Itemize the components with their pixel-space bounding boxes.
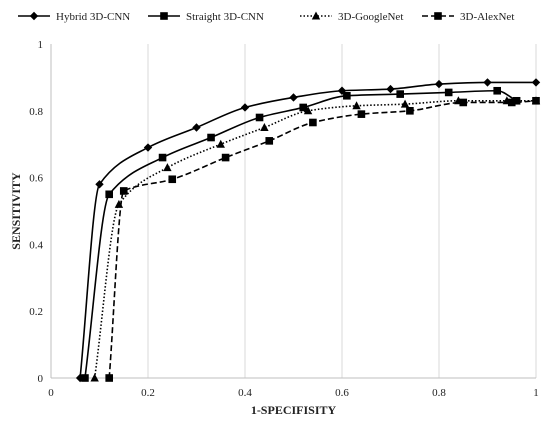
data-point (507, 98, 516, 107)
y-tick-label: 0.8 (29, 106, 43, 118)
data-point (207, 133, 215, 142)
data-point (81, 374, 89, 382)
x-tick-label: 0.6 (335, 387, 349, 399)
x-tick-label: 0.8 (432, 387, 446, 399)
series-line (108, 99, 537, 379)
legend-label: 3D-AlexNet (460, 11, 514, 23)
data-point (158, 153, 167, 162)
series-1 (81, 86, 521, 382)
axes (50, 44, 536, 379)
y-tick-label: 0.2 (29, 306, 43, 318)
legend-item: 3D-GoogleNet (300, 11, 403, 23)
legend-marker (434, 12, 442, 20)
legend-item: 3D-AlexNet (422, 11, 514, 23)
data-point (459, 98, 468, 107)
y-tick-label: 0 (38, 373, 44, 385)
data-point (143, 143, 153, 152)
data-point (168, 175, 177, 184)
data-point (309, 118, 317, 127)
data-point (493, 86, 501, 95)
series-line (93, 99, 536, 379)
x-tick-label: 0.4 (238, 387, 252, 399)
y-tick-label: 0.6 (29, 173, 43, 185)
series-group (75, 78, 541, 383)
y-tick-label: 1 (38, 39, 44, 51)
x-axis-title: 1-SPECIFISITY (251, 403, 337, 417)
legend-label: Hybrid 3D-CNN (56, 11, 130, 23)
data-point (105, 190, 113, 199)
data-point (95, 180, 104, 189)
x-tick-label: 0 (48, 387, 54, 399)
data-point (216, 139, 225, 148)
data-point (531, 78, 541, 87)
data-point (303, 106, 313, 115)
legend-marker (29, 11, 39, 21)
data-point (255, 113, 264, 122)
data-point (396, 90, 404, 98)
y-axis-title: SENSITIVITY (9, 172, 23, 250)
data-point (434, 79, 444, 89)
tick-labels: 0 0.2 0.4 0.6 0.8 1 0 0.2 0.4 0.6 0.8 1 (29, 39, 539, 399)
data-point (221, 153, 230, 162)
legend-marker (311, 11, 321, 20)
data-point (240, 103, 250, 112)
series-0 (75, 78, 541, 383)
data-point (386, 84, 395, 94)
data-point (357, 110, 366, 118)
data-point (299, 103, 307, 112)
legend-label: 3D-GoogleNet (338, 11, 403, 23)
data-point (352, 101, 361, 110)
data-point (260, 123, 269, 131)
legend-label: Straight 3D-CNN (186, 11, 264, 23)
data-point (75, 373, 85, 383)
legend-marker (160, 12, 168, 20)
data-point (532, 96, 540, 105)
y-tick-label: 0.4 (29, 239, 43, 251)
data-point (119, 187, 128, 195)
series-2 (90, 96, 541, 382)
data-point (483, 78, 492, 87)
data-point (90, 373, 99, 382)
data-point (265, 137, 274, 145)
data-point (105, 374, 113, 382)
legend-item: Straight 3D-CNN (148, 11, 264, 23)
data-point (289, 93, 298, 102)
series-line (84, 89, 517, 379)
data-point (512, 96, 521, 105)
data-point (406, 107, 414, 115)
data-point (192, 123, 201, 132)
data-point (444, 88, 453, 97)
x-tick-label: 0.2 (141, 387, 155, 399)
legend-item: Hybrid 3D-CNN (18, 11, 130, 23)
data-point (163, 163, 172, 172)
data-point (343, 91, 351, 100)
data-point (400, 99, 410, 108)
legend: Hybrid 3D-CNN Straight 3D-CNN 3D-GoogleNet… (18, 11, 514, 23)
series-3 (105, 96, 540, 382)
x-tick-label: 1 (533, 387, 539, 399)
